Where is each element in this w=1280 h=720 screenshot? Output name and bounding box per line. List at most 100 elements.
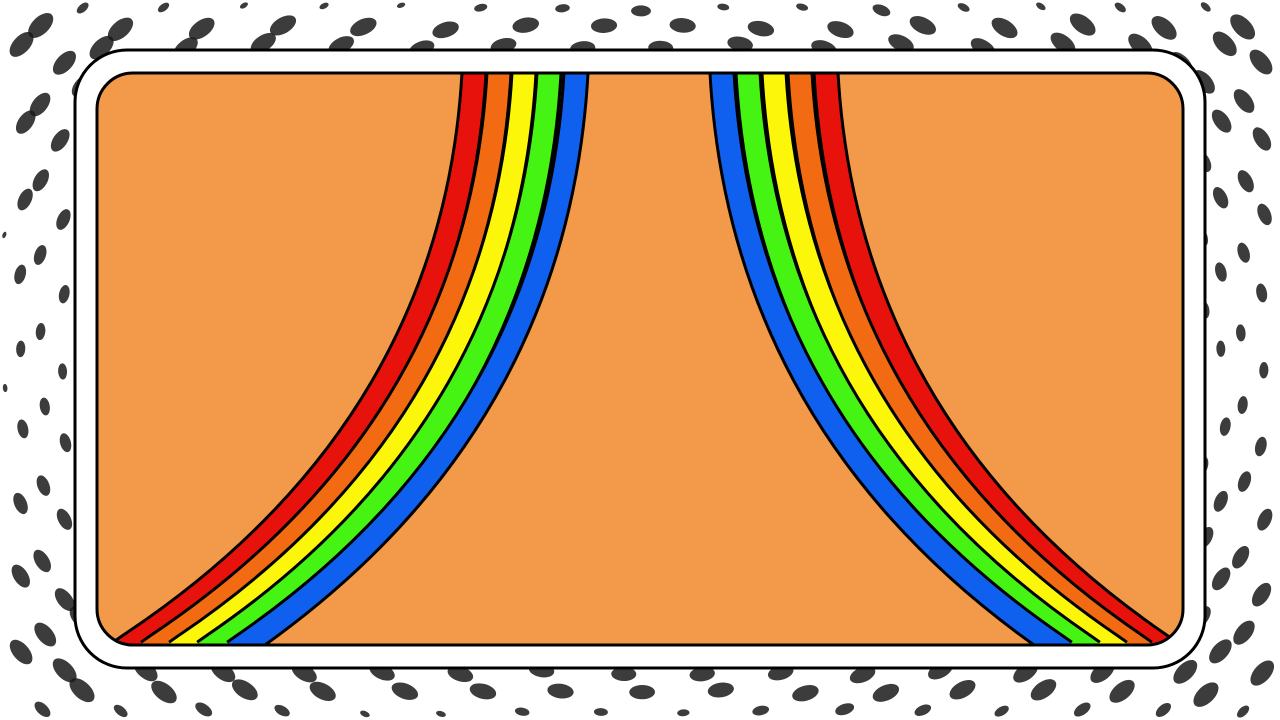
dot: [36, 475, 51, 496]
dot: [28, 13, 54, 38]
dot: [514, 707, 530, 716]
dot: [58, 363, 68, 380]
dot: [2, 383, 8, 393]
dot: [350, 17, 377, 37]
dot: [157, 2, 170, 13]
dot: [54, 588, 75, 612]
dot: [914, 704, 932, 716]
dot: [195, 702, 213, 717]
dot: [1151, 16, 1177, 40]
panel-outline: [95, 71, 1185, 647]
dot: [669, 18, 696, 33]
dot: [835, 703, 855, 716]
dot: [888, 34, 914, 53]
dot: [590, 18, 618, 33]
dot: [188, 17, 215, 40]
dot: [689, 666, 715, 682]
dot: [872, 4, 891, 17]
dot: [1212, 187, 1229, 209]
dot: [631, 5, 651, 17]
dot: [432, 21, 459, 39]
dot: [396, 2, 406, 8]
dot: [1257, 508, 1273, 531]
dot: [33, 549, 51, 573]
dot: [1230, 14, 1256, 40]
dot: [9, 639, 33, 665]
dot: [269, 15, 297, 36]
dot: [1114, 2, 1126, 13]
dot: [827, 21, 854, 39]
dot: [1237, 396, 1248, 414]
dot: [1237, 242, 1250, 263]
dot: [849, 666, 876, 684]
dot: [39, 397, 50, 416]
right-yellow-stripe: [763, 73, 1127, 645]
dot: [872, 683, 900, 702]
dot: [231, 679, 258, 701]
dot: [89, 35, 114, 60]
dot: [1211, 109, 1232, 133]
dot: [58, 284, 70, 304]
dot: [50, 129, 70, 152]
dot: [909, 16, 936, 35]
dot: [35, 322, 46, 341]
dot: [474, 3, 488, 12]
dot: [17, 419, 29, 439]
dot: [949, 679, 976, 700]
dot: [34, 622, 57, 647]
dot: [436, 710, 446, 718]
dot: [1069, 13, 1096, 36]
dot: [1215, 262, 1227, 282]
dot: [512, 17, 540, 33]
dot: [274, 704, 290, 717]
dot: [677, 709, 690, 717]
dot: [11, 564, 30, 588]
dot: [1211, 567, 1231, 591]
dot: [360, 710, 370, 718]
dot: [469, 683, 497, 700]
dot: [17, 188, 33, 211]
dot: [309, 681, 336, 701]
left-blue-stripe: [227, 73, 587, 645]
dot: [1233, 620, 1255, 645]
dot: [1252, 127, 1272, 151]
left-red-stripe: [113, 73, 485, 645]
dot: [56, 508, 73, 530]
dot: [113, 704, 128, 718]
dot: [391, 682, 419, 700]
left-orange-stripe: [141, 73, 510, 645]
dot: [796, 3, 809, 11]
dot: [1251, 582, 1272, 607]
dot: [9, 31, 34, 57]
dot: [29, 92, 51, 117]
dot: [752, 705, 770, 716]
dot: [69, 678, 95, 703]
left-green-stripe: [197, 73, 560, 645]
dot: [1237, 471, 1252, 492]
dot: [1236, 324, 1246, 342]
left-yellow-stripe: [169, 73, 535, 645]
dot: [59, 433, 72, 453]
dot: [1109, 679, 1135, 703]
dot: [447, 665, 474, 683]
right-orange-stripe: [789, 73, 1152, 645]
dot: [1216, 340, 1226, 357]
dot: [1036, 2, 1046, 11]
dot: [555, 4, 570, 13]
dot: [1073, 702, 1091, 717]
dot: [107, 17, 134, 41]
right-green-stripe: [737, 73, 1100, 645]
dot: [1030, 679, 1057, 701]
right-blue-stripe: [711, 73, 1072, 645]
dot: [33, 245, 47, 265]
dot: [13, 492, 28, 515]
dot: [1237, 170, 1254, 193]
dot: [611, 667, 637, 682]
dot: [1233, 89, 1255, 113]
dot: [52, 658, 77, 683]
dot: [151, 680, 177, 704]
dot: [727, 36, 753, 52]
dot: [1212, 31, 1237, 57]
dot: [707, 682, 734, 698]
dot: [629, 684, 656, 700]
